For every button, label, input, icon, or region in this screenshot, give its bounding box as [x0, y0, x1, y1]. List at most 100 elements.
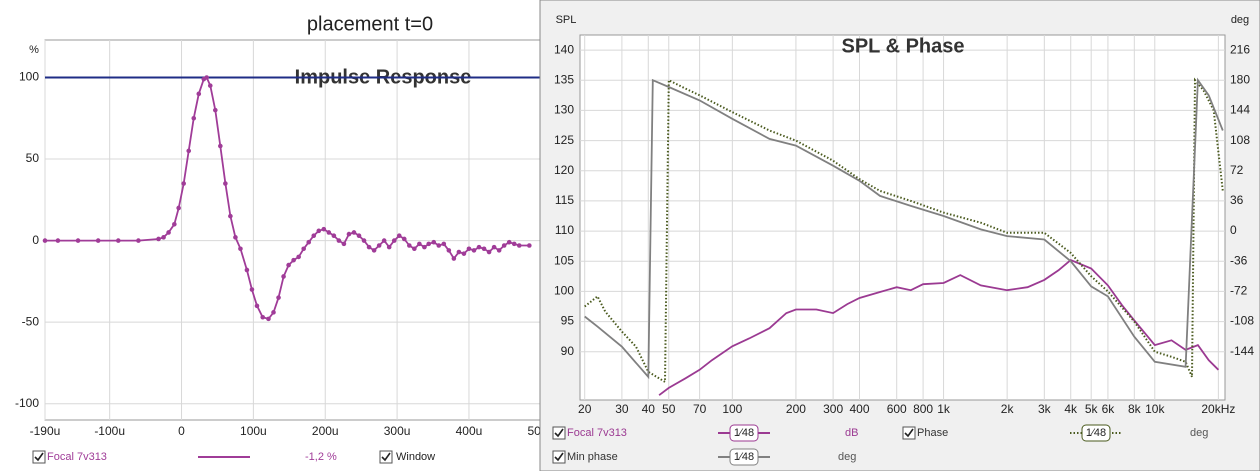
data-point — [412, 246, 417, 252]
legend-name: Phase — [917, 427, 948, 439]
checkbox[interactable] — [902, 426, 916, 440]
data-point — [156, 236, 161, 242]
y-tick-label: -100 — [15, 396, 39, 410]
x-tick-label: 30 — [615, 402, 629, 416]
data-point — [181, 181, 186, 186]
smoothing-button[interactable] — [729, 448, 759, 466]
x-tick-label: 400u — [456, 424, 483, 438]
data-point — [238, 246, 243, 252]
data-point — [396, 233, 402, 239]
data-point — [516, 243, 522, 248]
smoothing-button[interactable] — [1081, 424, 1111, 442]
data-point — [461, 251, 467, 256]
window-title: placement t=0 — [307, 13, 433, 35]
x-tick-label: 100u — [240, 424, 267, 438]
legend-unit: deg — [838, 451, 856, 463]
x-tick-label: 300u — [384, 424, 411, 438]
x-tick-label: 3k — [1038, 402, 1052, 416]
y-tick-label: 140 — [554, 42, 574, 56]
checkbox[interactable] — [32, 450, 46, 464]
x-tick-label: 4k — [1064, 402, 1078, 416]
data-point — [431, 239, 437, 245]
y-tick-label: 0 — [32, 233, 39, 247]
data-point — [296, 254, 301, 260]
checkmark — [904, 428, 914, 438]
data-point — [386, 244, 392, 250]
data-point — [366, 244, 372, 250]
data-point — [244, 267, 250, 273]
y-axis-label: SPL — [556, 14, 577, 26]
y-tick-label: 135 — [554, 72, 574, 86]
checkmark — [34, 452, 44, 462]
data-point — [115, 238, 121, 243]
data-point — [476, 244, 482, 250]
data-point — [286, 262, 291, 268]
data-point — [186, 148, 192, 154]
data-point — [233, 235, 238, 240]
data-point — [336, 238, 342, 243]
data-point — [381, 238, 387, 243]
y-tick-label: 130 — [554, 103, 574, 117]
data-point — [223, 181, 228, 186]
smoothing-button[interactable] — [729, 424, 759, 442]
data-point — [346, 231, 352, 237]
checkbox[interactable] — [552, 426, 566, 440]
data-point — [481, 246, 487, 252]
data-point — [326, 230, 332, 235]
checkmark — [381, 452, 391, 462]
legend-value: -1,2 % — [305, 451, 337, 463]
legend-name: Focal 7v313 — [47, 451, 107, 463]
series-line — [584, 77, 1224, 384]
data-point — [306, 239, 312, 245]
data-point — [371, 248, 377, 253]
x-tick-label: 6k — [1102, 402, 1116, 416]
y-tick-label: 110 — [555, 223, 574, 237]
x-tick-label: 1k — [937, 402, 951, 416]
series-line — [584, 77, 1224, 380]
y2-tick-label: -144 — [1230, 344, 1254, 358]
legend-unit: dB — [845, 427, 858, 439]
legend-name: Min phase — [567, 451, 618, 463]
series-line — [658, 258, 1220, 396]
x-tick-label: 300 — [823, 402, 843, 416]
y2-tick-label: -72 — [1230, 284, 1248, 298]
data-point — [42, 238, 48, 243]
x-tick-label: 800 — [913, 402, 933, 416]
x-tick-label: 8k — [1128, 402, 1142, 416]
x-tick-label: 200u — [312, 424, 339, 438]
x-tick-label: 20kHz — [1201, 402, 1235, 416]
data-point — [291, 257, 296, 263]
x-tick-label: 200 — [786, 402, 806, 416]
y-tick-label: 120 — [554, 163, 574, 177]
y2-tick-label: 72 — [1230, 163, 1244, 177]
data-point — [466, 246, 472, 252]
checkbox[interactable] — [379, 450, 393, 464]
data-point — [207, 83, 213, 88]
smoothing-label: 1⁄48 — [734, 451, 754, 463]
y-tick-label: 115 — [555, 193, 574, 207]
data-point — [254, 303, 260, 309]
data-point — [527, 243, 532, 248]
y-tick-label: 125 — [554, 133, 574, 147]
x-tick-label: 20 — [578, 402, 592, 416]
checkbox[interactable] — [552, 450, 566, 464]
legend-name: Window — [396, 451, 435, 463]
data-point — [391, 238, 397, 243]
data-point — [75, 238, 81, 243]
data-point — [456, 249, 462, 255]
chart-title: SPL & Phase — [841, 35, 964, 57]
data-point — [491, 244, 497, 250]
data-point — [276, 295, 281, 300]
data-point — [321, 226, 327, 232]
y-tick-label: 90 — [561, 344, 575, 358]
data-point — [341, 241, 347, 247]
data-point — [422, 244, 427, 250]
data-point — [260, 314, 266, 320]
x-tick-label: -190u — [30, 424, 61, 438]
checkmark — [554, 428, 564, 438]
data-point — [191, 115, 197, 121]
data-point — [331, 233, 337, 239]
data-point — [501, 243, 507, 248]
y2-tick-label: 180 — [1230, 72, 1250, 86]
